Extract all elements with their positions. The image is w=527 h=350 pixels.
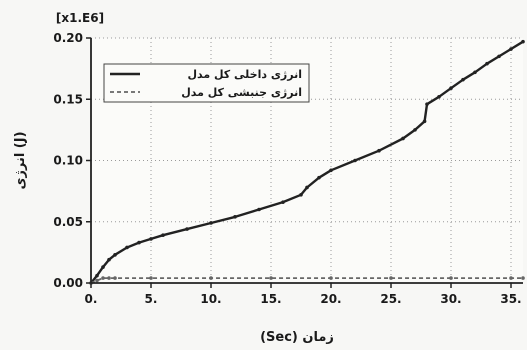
data-point — [521, 276, 525, 280]
y-tick-label: 0.05 — [53, 215, 83, 229]
data-point — [233, 215, 237, 219]
data-point — [461, 77, 465, 82]
data-point — [413, 128, 417, 132]
data-point — [521, 39, 525, 44]
data-point — [377, 148, 381, 153]
y-axis-label: انرژی (J) — [13, 131, 28, 189]
data-point — [149, 237, 153, 241]
data-point — [317, 175, 321, 180]
legend-label-kinetic-energy: انرژی جنبشی کل مدل — [181, 86, 302, 99]
data-point — [269, 276, 273, 280]
data-point — [389, 276, 393, 280]
y-multiplier-label: [x1.E6] — [56, 11, 104, 25]
data-point — [305, 185, 309, 190]
x-tick-label: 10. — [200, 292, 221, 306]
y-tick-label: 0.20 — [53, 31, 83, 45]
data-point — [473, 70, 477, 75]
x-axis-label: (Sec) زمان — [260, 330, 334, 345]
x-tick-label: 30. — [440, 292, 461, 306]
x-tick-label: 5. — [145, 292, 158, 306]
data-point — [449, 276, 453, 280]
data-point — [509, 47, 513, 51]
x-tick-label: 20. — [320, 292, 341, 306]
data-point — [509, 276, 513, 280]
series-layer — [89, 39, 525, 285]
data-point — [125, 245, 129, 250]
data-point — [137, 240, 141, 245]
data-point — [425, 102, 429, 106]
data-point — [113, 276, 117, 280]
data-point — [113, 253, 117, 257]
data-point — [149, 276, 153, 280]
legend-box — [103, 63, 310, 103]
data-point — [107, 276, 111, 280]
x-tick-label: 35. — [500, 292, 521, 306]
data-point — [101, 265, 105, 269]
x-tick-label: 25. — [380, 292, 401, 306]
x-tick-label: 0. — [85, 292, 98, 306]
y-tick-label: 0.15 — [53, 92, 83, 106]
data-point — [422, 119, 427, 124]
data-point — [353, 158, 357, 163]
legend-label-internal-energy: انرژی داخلی کل مدل — [187, 68, 302, 81]
data-point — [449, 86, 453, 91]
x-tick-label: 15. — [260, 292, 281, 306]
data-point — [185, 227, 189, 231]
data-point — [497, 54, 501, 59]
data-point — [437, 95, 441, 99]
data-point — [329, 276, 333, 280]
data-point — [401, 136, 405, 141]
data-point — [485, 61, 489, 66]
data-point — [95, 278, 99, 283]
series-line-internal-energy — [90, 40, 524, 284]
data-point — [281, 200, 285, 204]
data-point — [161, 233, 165, 238]
y-tick-label: 0.10 — [53, 154, 83, 168]
data-point — [299, 193, 303, 197]
y-tick-label: 0.00 — [53, 276, 83, 290]
legend: انرژی داخلی کل مدل انرژی جنبشی کل مدل — [103, 63, 310, 103]
data-point — [209, 221, 213, 225]
axes: 0.00 0.05 0.10 0.15 0.20 0. 5. 10. 15. 20. 25. 30. 3… — [53, 31, 523, 306]
data-point — [329, 168, 333, 173]
data-point — [257, 207, 261, 212]
data-point — [95, 273, 99, 278]
data-point — [209, 276, 213, 280]
data-point — [101, 276, 105, 280]
data-point — [107, 257, 111, 262]
